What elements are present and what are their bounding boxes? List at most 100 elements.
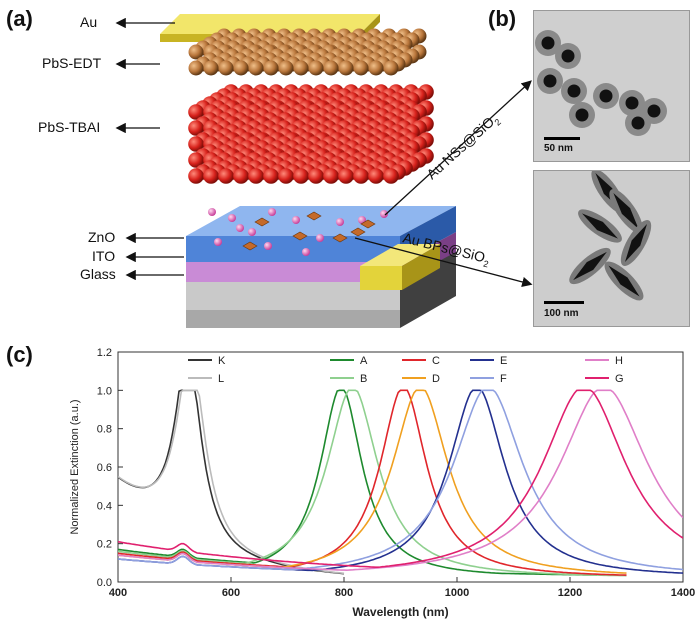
label-zno: ZnO [88, 229, 116, 245]
au-nanosphere [380, 210, 388, 218]
au-nanosphere [248, 228, 256, 236]
legend-label-B: B [360, 373, 367, 385]
pbs-tbai-particle [188, 120, 204, 136]
extinction-chart: 400 600 800 1000 1200 1400 0.0 0.2 0.4 0.6 0.8 1.0 1… [69, 347, 695, 619]
label-au: Au [80, 14, 98, 30]
pbs-tbai-particle [308, 168, 324, 184]
pbs-tbai-particle [233, 168, 249, 184]
y-axis-label: Normalized Extinction (a.u.) [69, 399, 81, 534]
au-nanosphere [214, 238, 222, 246]
pbs-tbai-particle [368, 168, 384, 184]
tem-image-nanospheres: 50 nm [533, 10, 690, 162]
x-axis-label: Wavelength (nm) [352, 605, 448, 619]
tem-gold-core [625, 96, 639, 110]
tem-image-bipyramids: 100 nm [533, 170, 690, 327]
scale-bar-bottom [544, 301, 584, 304]
pbs-edt-particle [368, 60, 384, 76]
tem-bipyramid [578, 209, 622, 243]
legend-label-A: A [360, 355, 368, 367]
pbs-tbai-particle [218, 168, 234, 184]
au-nanosphere [292, 216, 300, 224]
legend-label-H: H [615, 355, 623, 367]
tem-bipyramid [609, 189, 643, 233]
pbs-tbai-particle [248, 168, 264, 184]
y-tick-label: 0.0 [97, 577, 112, 589]
x-tick-label: 1400 [671, 587, 695, 599]
label-pbs-edt: PbS-EDT [42, 55, 102, 71]
pbs-edt-particle [338, 60, 354, 76]
pbs-tbai-particle [293, 168, 309, 184]
au-nanosphere [268, 208, 276, 216]
pbs-edt-particle [278, 60, 294, 76]
pbs-tbai-particle [203, 168, 219, 184]
au-bipyramid [360, 219, 376, 229]
au-bipyramid [254, 217, 270, 227]
x-tick-label: 1000 [445, 587, 469, 599]
y-tick-label: 0.2 [97, 539, 112, 551]
pbs-tbai-layer [188, 84, 434, 184]
series-G-line [118, 389, 683, 568]
pbs-edt-particle [218, 60, 234, 76]
au-nanosphere [302, 248, 310, 256]
pbs-edt-particle [203, 60, 219, 76]
y-tick-label: 0.6 [97, 462, 112, 474]
legend-label-L: L [218, 373, 224, 385]
pbs-tbai-particle [188, 104, 204, 120]
series-C-line [118, 389, 627, 576]
tem-bipyramids-drawing [569, 171, 652, 301]
legend-label-D: D [432, 373, 440, 385]
legend-label-F: F [500, 373, 507, 385]
series-A-line [118, 389, 598, 576]
series-L-line [118, 389, 345, 575]
pbs-edt-particle [323, 60, 339, 76]
x-tick-label: 400 [109, 587, 127, 599]
tem-gold-core [599, 89, 613, 103]
pbs-edt-particle [353, 60, 369, 76]
pbs-tbai-particle [278, 168, 294, 184]
y-tick-label: 0.8 [97, 424, 112, 436]
tem-gold-core [567, 84, 581, 98]
pbs-edt-particle [293, 60, 309, 76]
au-nanosphere [236, 224, 244, 232]
pbs-tbai-particle [338, 168, 354, 184]
tem-gold-core [543, 74, 557, 88]
series-B-line [118, 389, 627, 577]
au-nanosphere [336, 218, 344, 226]
au-bipyramid [350, 227, 366, 237]
nanoparticles [208, 208, 388, 256]
au-bipyramid [292, 231, 308, 241]
pbs-tbai-particle [188, 168, 204, 184]
tem-bipyramid [604, 261, 644, 301]
pbs-edt-layer [188, 28, 427, 76]
pbs-edt-particle [188, 44, 204, 60]
arrow-label-nss: Au NSs@SiO2 [423, 110, 503, 184]
tem-nanospheres-drawing [535, 30, 667, 136]
x-tick-label: 600 [222, 587, 240, 599]
legend-label-G: G [615, 373, 624, 385]
pbs-tbai-particle [188, 152, 204, 168]
panel-c-label: (c) [6, 342, 33, 367]
pbs-edt-particle [383, 60, 399, 76]
tem-bipyramid [620, 220, 652, 266]
scale-bar-top [544, 137, 580, 140]
scale-label-bottom: 100 nm [544, 308, 579, 319]
au-bipyramid [332, 233, 348, 243]
tem-gold-core [647, 104, 661, 118]
au-contact-bar [360, 244, 440, 290]
scale-label-top: 50 nm [544, 143, 573, 154]
series-K-line [118, 389, 345, 575]
pbs-edt-particle [248, 60, 264, 76]
y-tick-label: 1.0 [97, 385, 112, 397]
label-ito: ITO [92, 248, 116, 264]
y-tick-label: 1.2 [97, 347, 112, 359]
pbs-tbai-particle [383, 168, 399, 184]
pbs-tbai-particle [263, 168, 279, 184]
series-F-line [118, 389, 683, 571]
au-nanosphere [228, 214, 236, 222]
pbs-edt-particle [263, 60, 279, 76]
tem-bipyramid [569, 247, 611, 285]
device-schematic: Au NSs@SiO2 Au BPs@SiO2 [115, 14, 533, 328]
au-nanosphere [208, 208, 216, 216]
series-H-line [118, 389, 683, 572]
pbs-tbai-particle [323, 168, 339, 184]
